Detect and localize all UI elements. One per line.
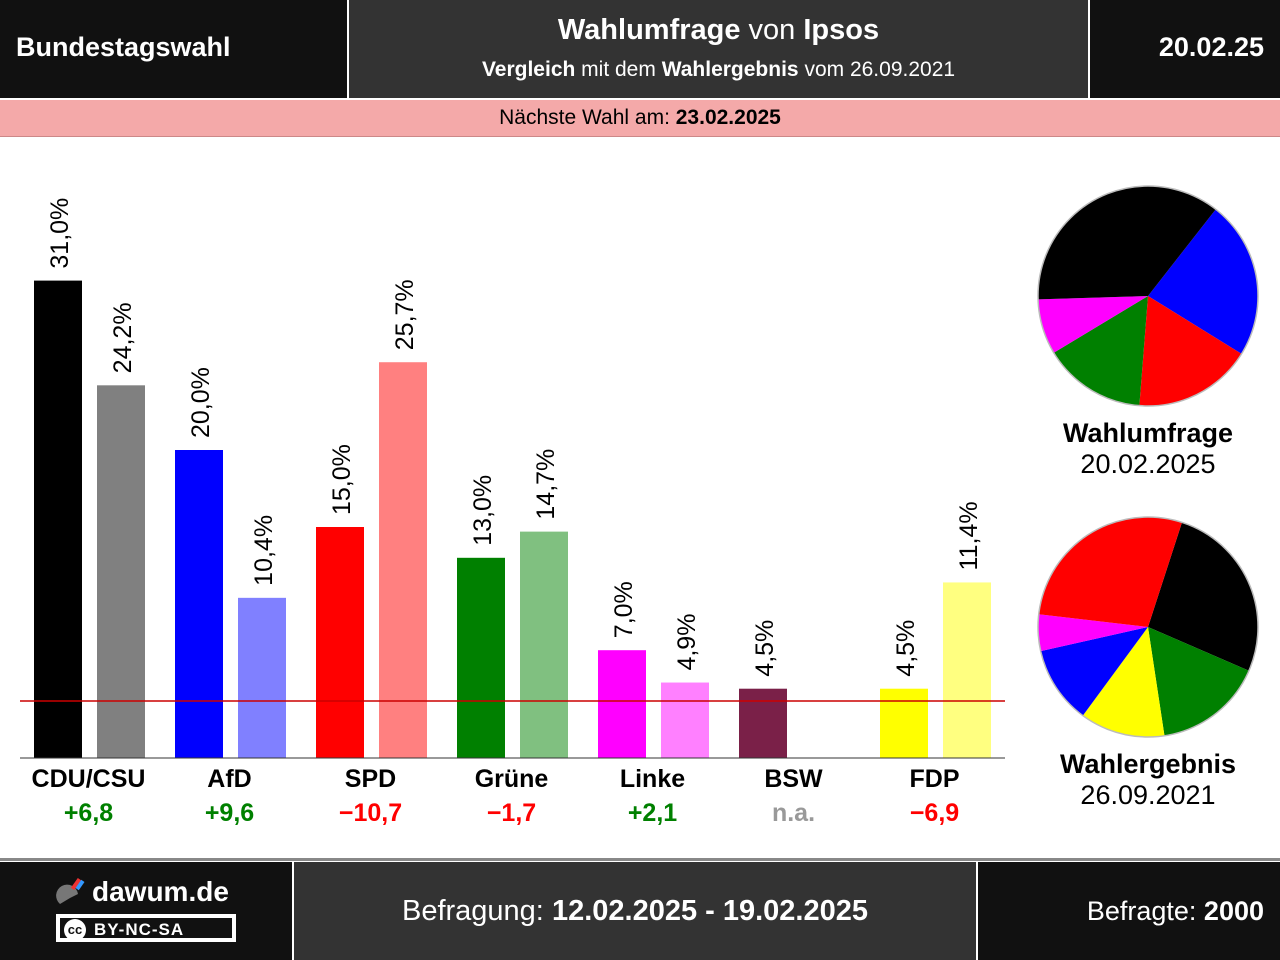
survey-period: Befragung: 12.02.2025 - 19.02.2025 <box>294 862 976 960</box>
category-label: SPD <box>345 765 396 793</box>
bar-linke-poll <box>598 650 646 758</box>
site-link[interactable]: dawum.de <box>92 876 229 907</box>
pie-chart-result <box>1037 516 1259 738</box>
bar-value-label: 13,0% <box>469 475 497 546</box>
change-label: +9,6 <box>205 799 254 827</box>
bar-bsw-poll <box>739 688 787 758</box>
header-center: Wahlumfrage von Ipsos Vergleich mit dem … <box>349 0 1088 98</box>
bar-value-label: 25,7% <box>391 279 419 350</box>
creative-commons-icon: cc <box>64 919 86 941</box>
license-badge[interactable]: cc BY-NC-SA <box>56 914 236 942</box>
category-label: CDU/CSU <box>32 765 146 793</box>
header-title: Wahlumfrage von Ipsos <box>557 14 880 46</box>
change-label: +2,1 <box>628 799 677 827</box>
bar-value-label: 31,0% <box>46 198 74 269</box>
bar-afd-poll <box>175 450 223 758</box>
bar-fdp-poll <box>880 688 928 758</box>
bar-linke-result <box>661 682 709 758</box>
bar-value-label: 4,9% <box>673 614 701 671</box>
pie-slice <box>1053 296 1148 406</box>
header-right: 20.02.25 <box>1090 0 1280 98</box>
bar-value-label: 7,0% <box>610 581 638 638</box>
pie-outline <box>1037 185 1259 407</box>
pie-slice <box>1038 296 1148 353</box>
pie-slice <box>1148 522 1258 671</box>
bar-value-label: 11,4% <box>955 501 983 570</box>
pie-slice <box>1040 627 1148 716</box>
bar-spd-poll <box>316 527 364 758</box>
category-label: AfD <box>207 765 251 793</box>
bar-fdp-result <box>943 582 991 758</box>
bar-value-label: 24,2% <box>109 302 137 373</box>
respondents-area: Befragte: 2000 <box>978 862 1280 960</box>
bar-cducsu-poll <box>34 280 82 758</box>
bar-value-label: 15,0% <box>328 444 356 515</box>
bar-value-label: 20,0% <box>187 367 215 438</box>
bar-grne-poll <box>457 557 505 758</box>
category-label: Grüne <box>475 765 549 793</box>
pie-outline <box>1037 516 1259 738</box>
change-label: n.a. <box>772 799 815 827</box>
bar-grne-result <box>520 531 568 758</box>
bar-afd-result <box>238 597 286 758</box>
bar-value-label: 14,7% <box>532 449 560 520</box>
header-date: 20.02.25 <box>1158 32 1264 62</box>
pie-slice <box>1148 209 1258 354</box>
pie-slice <box>1139 296 1242 406</box>
header-left: Bundestagswahl <box>0 0 347 98</box>
footer-logo-area: dawum.de <box>0 862 292 960</box>
pie-chart-poll <box>1037 185 1259 407</box>
bar-value-label: 10,4% <box>250 515 278 586</box>
category-label: FDP <box>910 765 960 793</box>
bar-value-label: 4,5% <box>892 620 920 677</box>
footer-divider <box>0 858 1280 861</box>
next-election-date: 23.02.2025 <box>675 106 781 129</box>
pie-slice <box>1038 186 1216 300</box>
bar-value-label: 4,5% <box>751 620 779 677</box>
survey-dates: 12.02.2025 - 19.02.2025 <box>551 895 868 927</box>
category-label: Linke <box>620 765 685 793</box>
license-text: BY-NC-SA <box>94 920 185 939</box>
change-label: +6,8 <box>64 799 113 827</box>
pie-result-caption: Wahlergebnis 26.09.2021 <box>1059 749 1237 810</box>
respondents-count: 2000 <box>1203 896 1264 926</box>
bar-spd-result <box>379 362 427 758</box>
pie-slice <box>1038 614 1148 652</box>
election-title: Bundestagswahl <box>16 32 231 62</box>
pie-slice <box>1082 627 1165 737</box>
change-label: −10,7 <box>339 799 402 827</box>
change-label: −1,7 <box>487 799 536 827</box>
pie-slice <box>1038 517 1182 627</box>
bar-cducsu-result <box>97 385 145 758</box>
change-label: −6,9 <box>910 799 959 827</box>
category-label: BSW <box>764 765 823 793</box>
next-election-bar: Nächste Wahl am: 23.02.2025 <box>0 100 1280 137</box>
pie-slice <box>1148 627 1249 736</box>
dawum-logo-icon <box>56 877 85 904</box>
header-subtitle: Vergleich mit dem Wahlergebnis vom 26.09… <box>481 58 956 81</box>
pie-poll-caption: Wahlumfrage 20.02.2025 <box>1062 418 1233 479</box>
bar-chart: 31,0% 24,2% CDU/CSU +6,8 20,0% 10,4% AfD +9,6 15… <box>20 198 1005 827</box>
